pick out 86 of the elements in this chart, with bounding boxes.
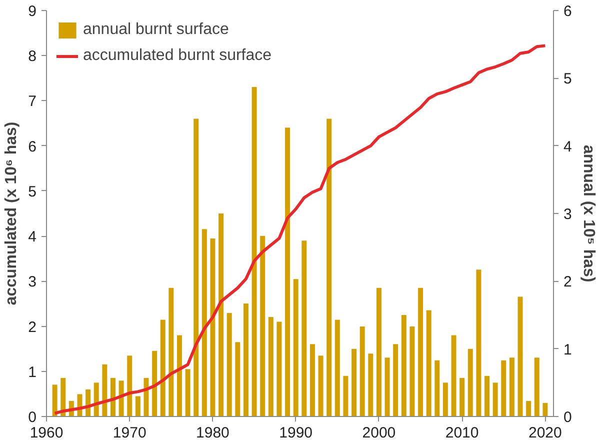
bar	[360, 326, 365, 416]
bar	[110, 378, 116, 416]
y2-tick-label: 4	[564, 138, 572, 156]
line-series	[53, 44, 547, 415]
bar	[368, 354, 374, 416]
x-tick-label: 1970	[112, 424, 146, 440]
bar	[293, 279, 298, 416]
bar	[176, 335, 182, 416]
bar	[127, 356, 132, 416]
bar	[194, 118, 199, 416]
x-tick-label: 1980	[196, 424, 230, 440]
x-tick-label: 2020	[528, 424, 562, 440]
y2-tick-label: 3	[564, 206, 572, 223]
bar	[352, 348, 357, 416]
bar	[168, 288, 174, 416]
y2-tick-label: 5	[564, 70, 572, 88]
bar	[410, 326, 415, 416]
bar	[426, 310, 432, 416]
bar	[484, 376, 490, 416]
bar	[285, 128, 290, 416]
y-tick-label: 5	[28, 183, 36, 200]
y-tick-label: 3	[28, 274, 36, 291]
bar	[318, 356, 324, 416]
bar	[235, 342, 240, 416]
bar	[310, 344, 315, 416]
bar	[276, 322, 282, 416]
bar	[226, 312, 232, 416]
bar	[501, 360, 506, 416]
bar	[434, 360, 440, 416]
bar	[268, 317, 274, 416]
bar	[518, 296, 523, 416]
y-tick-label: 7	[28, 93, 36, 110]
y-tick-label: 4	[28, 228, 36, 246]
bar	[118, 380, 124, 416]
bar	[542, 402, 548, 416]
bar	[152, 350, 158, 416]
bar	[534, 358, 540, 416]
x-tick-label: 1990	[279, 424, 313, 440]
bar	[60, 378, 66, 416]
bar	[376, 288, 382, 416]
x-tick-label: 2000	[362, 424, 396, 440]
bar	[135, 396, 140, 416]
bar	[343, 376, 348, 416]
bar	[334, 320, 340, 416]
bar	[509, 358, 514, 416]
x-tick-label: 2010	[445, 424, 479, 440]
y-tick-label: 1	[28, 364, 36, 381]
bar	[451, 335, 456, 416]
bar	[160, 320, 166, 416]
bar	[210, 238, 216, 416]
bar	[202, 229, 207, 416]
y-tick-label: 6	[28, 138, 36, 156]
bar	[326, 118, 332, 416]
bar	[252, 86, 257, 416]
y2-tick-label: 2	[564, 274, 572, 291]
bar	[492, 382, 498, 416]
bar	[468, 348, 473, 416]
y-tick-label: 0	[28, 409, 36, 426]
y-tick-label: 8	[28, 48, 36, 66]
bar	[144, 378, 149, 416]
y2-tick-label: 0	[564, 409, 572, 426]
bar	[393, 344, 398, 416]
y-tick-label: 9	[28, 3, 36, 20]
bar	[302, 240, 307, 416]
bar	[526, 400, 532, 416]
y-axis-title: accumulated (x 10⁶ has)	[3, 122, 20, 306]
bar	[401, 315, 406, 416]
bar	[185, 369, 190, 416]
bar	[102, 364, 108, 416]
y2-axis-title: annual (x 10⁵ has)	[580, 144, 597, 282]
legend-label: accumulated burnt surface	[83, 47, 272, 65]
bar	[260, 236, 266, 416]
y-tick-label: 2	[28, 318, 36, 336]
y2-tick-label: 6	[564, 3, 572, 20]
bar	[243, 303, 248, 416]
bar	[476, 270, 482, 416]
y2-tick-label: 1	[564, 341, 572, 358]
bar	[52, 384, 58, 416]
bar	[418, 288, 424, 416]
bar	[384, 358, 390, 416]
bar	[218, 214, 224, 416]
x-tick-label: 1960	[30, 424, 64, 440]
bar	[442, 382, 448, 416]
legend-label: annual burnt surface	[83, 21, 229, 39]
bar	[460, 378, 465, 416]
bar	[94, 382, 99, 416]
